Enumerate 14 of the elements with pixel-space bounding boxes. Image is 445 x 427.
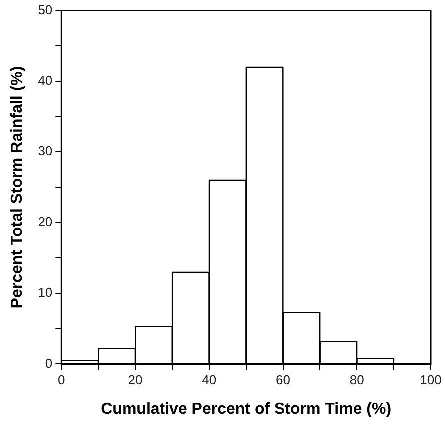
y-tick-label: 0: [45, 356, 53, 371]
x-tick-label: 80: [350, 372, 364, 388]
y-tick-label: 20: [38, 214, 53, 230]
y-tick-label: 30: [38, 144, 53, 159]
x-axis-title: Cumulative Percent of Storm Time (%): [101, 400, 392, 418]
x-tick-label: 60: [276, 372, 290, 388]
y-tick-label: 40: [38, 73, 53, 88]
y-axis-title: Percent Total Storm Rainfall (%): [9, 66, 26, 309]
y-tick-label: 50: [38, 2, 53, 18]
x-tick-label: 0: [58, 372, 66, 388]
x-tick-label: 40: [202, 372, 217, 388]
x-tick-label: 100: [420, 372, 442, 388]
x-tick-label: 20: [128, 372, 143, 388]
y-tick-label: 10: [38, 285, 53, 300]
